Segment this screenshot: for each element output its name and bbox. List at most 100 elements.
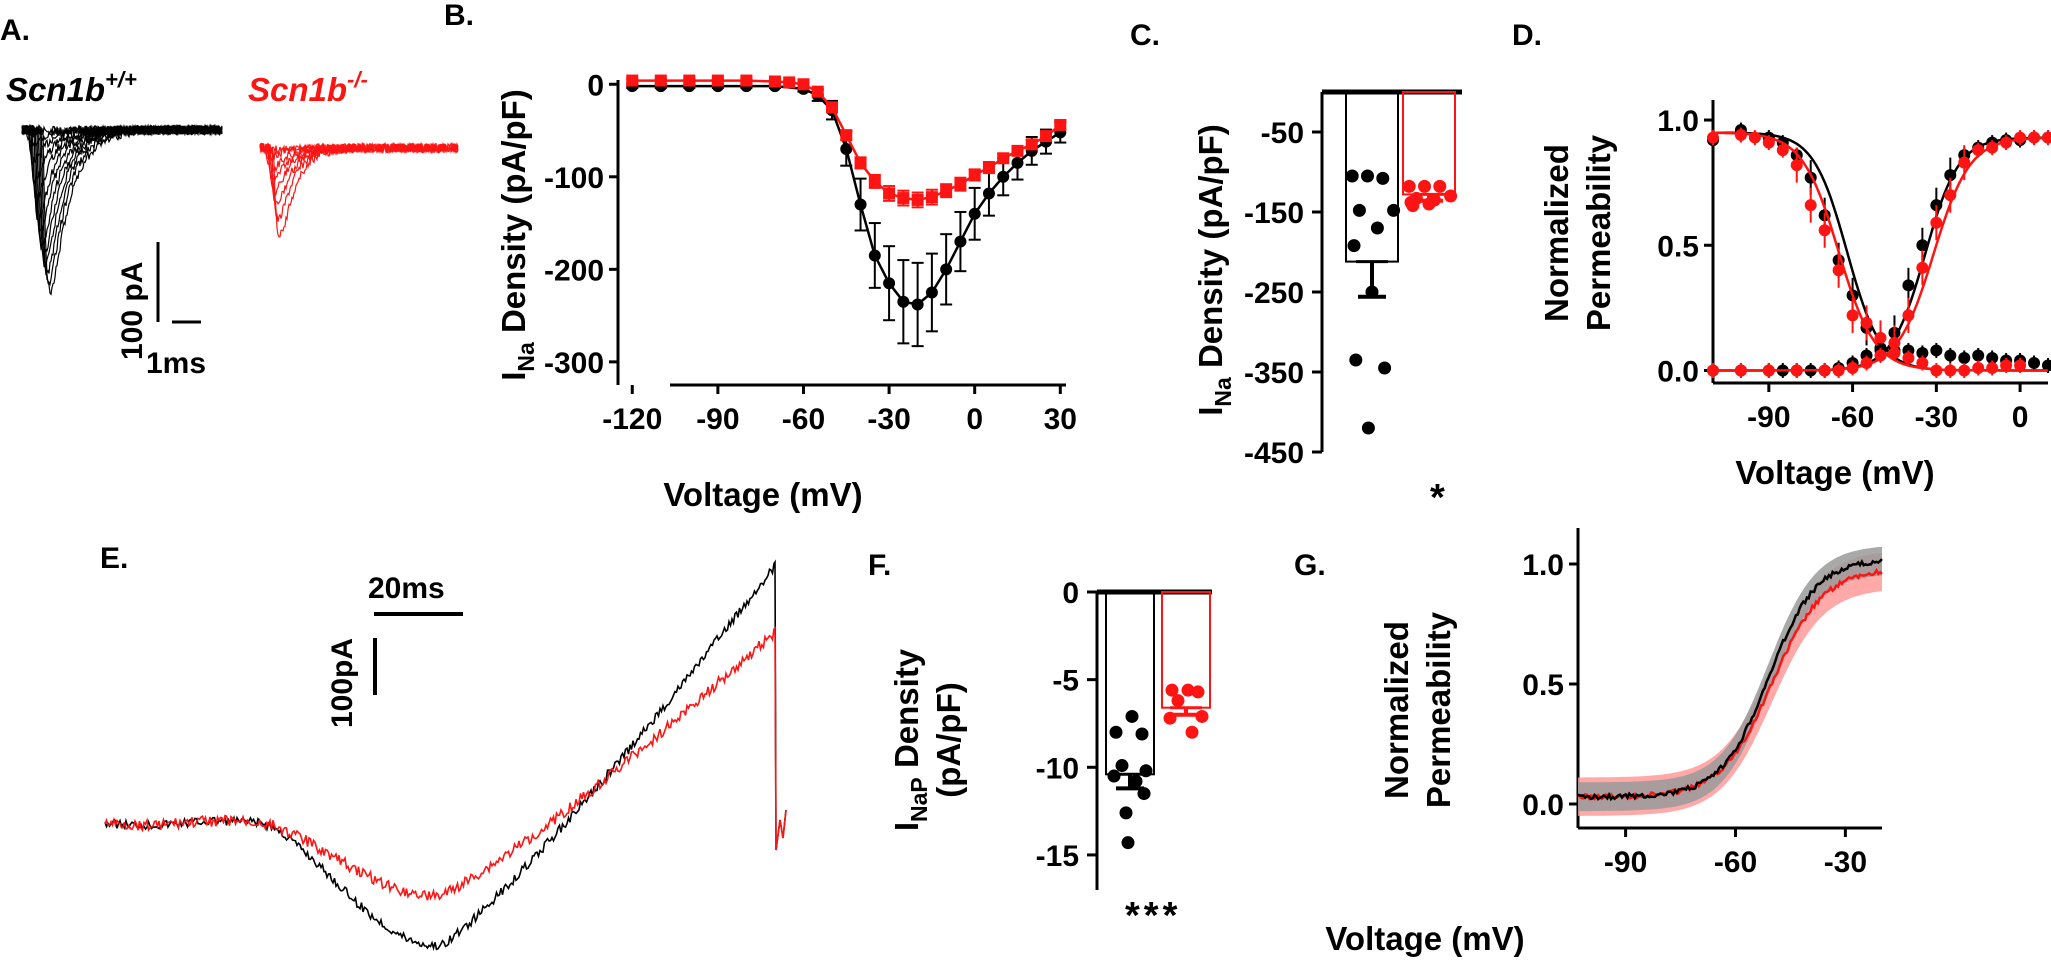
d-point	[1776, 144, 1789, 157]
b-point	[868, 175, 881, 188]
d-point	[2042, 359, 2051, 372]
b-point	[997, 152, 1010, 165]
d-point	[1888, 336, 1901, 349]
c-point	[1378, 361, 1392, 375]
f-wt-bar	[1105, 591, 1155, 776]
panel-g-ylabel-line2: Permeability	[1420, 611, 1457, 808]
f-point	[1185, 725, 1199, 739]
f-y-tick-label: -5	[1052, 665, 1079, 698]
panel-f-plot	[1105, 591, 1211, 850]
f-point	[1191, 685, 1205, 699]
c-y-tick-label: -50	[1261, 117, 1304, 150]
d-point	[1790, 364, 1803, 377]
d-point	[1832, 364, 1845, 377]
b-point	[883, 277, 896, 290]
d-point	[1930, 344, 1943, 357]
c-point	[1433, 179, 1447, 193]
panel-e: E. 100pA 20ms	[100, 542, 787, 952]
d-point	[1860, 316, 1873, 329]
g-ko-band	[1578, 552, 1882, 816]
panel-f: F. 0 -5 -10 -15 INaP Density (pA/pF) ***	[868, 549, 1212, 937]
b-point	[683, 74, 696, 87]
d-point	[1818, 364, 1831, 377]
c-point	[1418, 179, 1431, 193]
g-x-tick-label: -60	[1714, 846, 1757, 879]
b-point	[925, 286, 938, 299]
d-point	[1916, 239, 1929, 252]
panel-f-significance: ***	[1125, 895, 1181, 937]
panel-d-letter: D.	[1512, 19, 1542, 52]
b-x-tick-label: -90	[696, 403, 739, 436]
panel-b-axes: 0-100-200-300-120 -90 -60 -30 0 30	[544, 69, 1077, 436]
f-point	[1171, 694, 1185, 708]
b-point	[1054, 118, 1067, 131]
panel-c: C. -50 -150 -250 -350 -450 INa Density (pA/p…	[1130, 19, 1462, 519]
panel-d-plot	[1707, 122, 2051, 378]
d-point	[1790, 159, 1803, 172]
d-x-tick-label: -30	[1915, 401, 1958, 434]
b-point	[1025, 138, 1038, 151]
d-point	[2028, 131, 2041, 144]
c-point	[1402, 179, 1416, 193]
panel-b: B. 0-100-200-300-120 -90 -60 -30 0 30 Voltage…	[444, 0, 1077, 513]
panel-c-letter: C.	[1130, 19, 1160, 52]
f-point	[1125, 709, 1139, 723]
c-point	[1352, 203, 1366, 217]
b-x-tick-label: -30	[867, 403, 910, 436]
ko-trace	[259, 141, 459, 222]
b-point	[940, 263, 953, 276]
d-point	[1762, 136, 1775, 149]
b-point	[982, 161, 995, 174]
d-point	[1860, 356, 1873, 369]
d-point	[1958, 351, 1971, 364]
c-point	[1376, 171, 1390, 185]
panel-c-ylabel: INa Density (pA/pF)	[1192, 124, 1236, 416]
d-point	[1902, 279, 1915, 292]
b-y-tick-label: 0	[587, 69, 604, 102]
b-point	[968, 207, 981, 220]
c-point	[1361, 169, 1374, 183]
wt-trace	[21, 123, 223, 296]
panel-a: A. Scn1b+/+ Scn1b-/- 100 pA 1ms	[0, 14, 459, 380]
b-point	[883, 187, 896, 200]
panel-f-ylabel-sub: NaP	[906, 777, 932, 822]
d-y-tick-label: 1.0	[1657, 105, 1699, 138]
b-x-tick-label: -120	[602, 403, 662, 436]
c-point	[1406, 199, 1420, 213]
e-wt-trace	[104, 559, 787, 952]
b-point	[626, 74, 639, 87]
panel-d: D. 0.0 0.5 1.0 -90 -60 -30 0 Voltage (mV) Norm…	[1512, 19, 2051, 491]
genotype-label-wt-text: Scn1b	[6, 71, 105, 108]
panel-f-ylabel-line1: INaP Density	[888, 648, 932, 831]
f-point	[1139, 764, 1153, 778]
b-point	[940, 184, 953, 197]
b-point	[1011, 156, 1024, 169]
d-point	[1930, 364, 1943, 377]
b-point	[826, 101, 839, 114]
d-point	[1874, 331, 1887, 344]
d-point	[1734, 129, 1747, 142]
c-point	[1444, 189, 1458, 203]
d-point	[1846, 309, 1859, 322]
b-wt-line	[632, 84, 1061, 306]
genotype-label-ko-sup: -/-	[347, 67, 368, 92]
d-point	[2028, 356, 2041, 369]
e-scale-bar-y-label: 100pA	[326, 638, 359, 728]
d-point	[2042, 131, 2051, 144]
panel-g: G. 0.0 0.5 1.0 -90 -60 -30 Voltage (mV) Norma…	[1294, 528, 1883, 957]
ko-current-traces	[259, 141, 459, 238]
panel-f-letter: F.	[868, 549, 891, 582]
d-x-tick-label: -90	[1747, 401, 1790, 434]
wt-trace	[21, 123, 223, 257]
d-point	[2014, 131, 2027, 144]
genotype-label-wt: Scn1b+/+	[6, 67, 137, 108]
c-point	[1349, 353, 1363, 367]
b-point	[797, 78, 810, 91]
c-point	[1387, 203, 1401, 217]
panel-d-ylabel-line1: Normalized	[1538, 144, 1575, 322]
b-point	[840, 143, 853, 156]
panel-g-letter: G.	[1294, 549, 1326, 582]
d-point	[1874, 349, 1887, 362]
b-point	[997, 170, 1010, 183]
c-y-tick-label: -450	[1244, 437, 1304, 470]
